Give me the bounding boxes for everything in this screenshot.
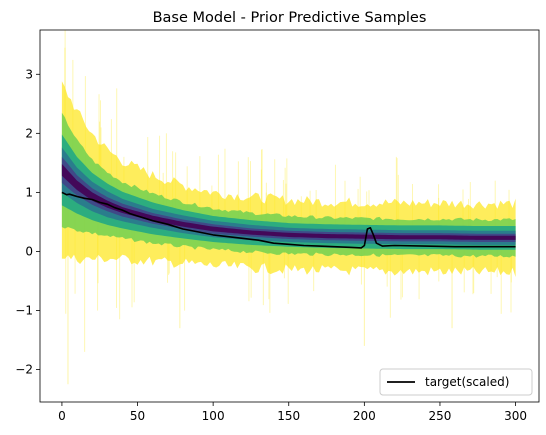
- y-tick-label: −2: [15, 363, 33, 377]
- series-layer: [61, 191, 516, 249]
- x-tick-label: 150: [277, 409, 300, 423]
- y-tick-label: 2: [25, 126, 33, 140]
- legend-label-target: target(scaled): [425, 375, 509, 389]
- x-tick-label: 100: [202, 409, 225, 423]
- y-tick-label: 1: [25, 185, 33, 199]
- y-axis: −2 −1 0 1 2 3: [15, 67, 40, 377]
- x-tick-label: 300: [504, 409, 527, 423]
- prior-predictive-bands: [61, 81, 516, 277]
- y-tick-label: 0: [25, 244, 33, 258]
- x-tick-label: 50: [130, 409, 145, 423]
- chart-title: Base Model - Prior Predictive Samples: [153, 10, 427, 26]
- x-axis: 0 50 100 150 200 250 300: [58, 402, 527, 423]
- series-line-target: [61, 191, 516, 249]
- band-inner: [61, 164, 516, 240]
- x-tick-label: 200: [353, 409, 376, 423]
- legend: target(scaled): [379, 368, 533, 396]
- plot-frame: [39, 29, 540, 403]
- y-tick-label: 3: [25, 67, 33, 81]
- y-tick-label: −1: [15, 303, 33, 317]
- x-tick-label: 250: [429, 409, 452, 423]
- legend-box: [379, 368, 533, 396]
- x-tick-label: 0: [58, 409, 66, 423]
